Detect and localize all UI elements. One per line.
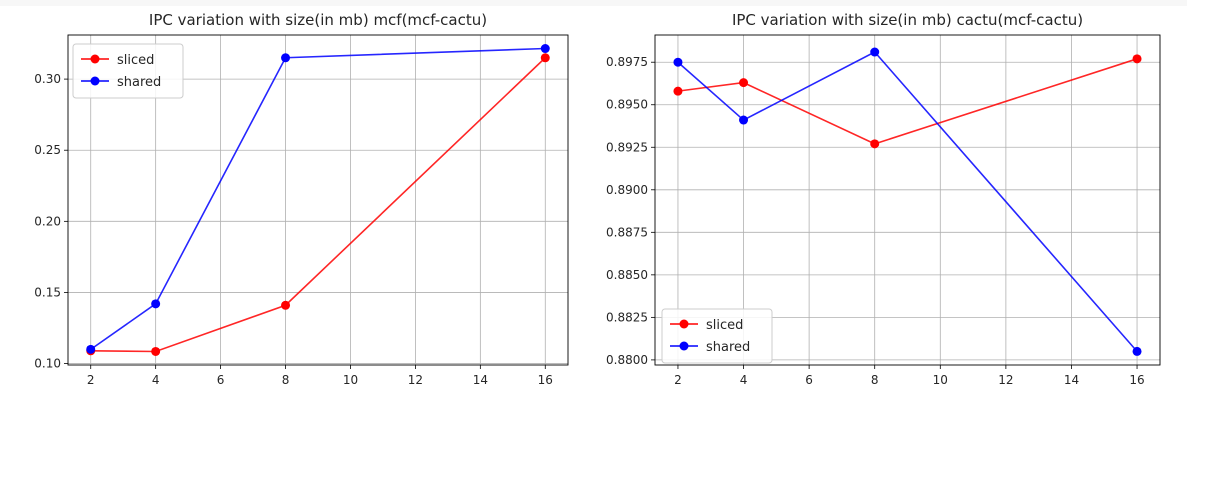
y-tick-label: 0.8850 — [606, 268, 648, 282]
data-point-sliced — [870, 139, 880, 149]
chart-cactu-ipc: 2 4 6 8 10 12 14 16 0.8800 0.8825 0.8850 0.8875 0.89… — [606, 11, 1161, 387]
data-point-shared — [540, 44, 550, 54]
x-tick-label: 14 — [473, 373, 488, 387]
x-tick-label: 2 — [87, 373, 95, 387]
x-tick-label: 10 — [933, 373, 948, 387]
y-tick-label: 0.15 — [34, 285, 61, 299]
x-tick-label: 4 — [152, 373, 160, 387]
x-tick-label: 6 — [805, 373, 813, 387]
x-tick-label: 8 — [282, 373, 290, 387]
data-point-sliced — [540, 53, 550, 63]
y-tick-label: 0.8950 — [606, 98, 648, 112]
axes-frame — [654, 34, 1161, 366]
series-line-shared — [90, 47, 546, 351]
axes-frame — [67, 34, 569, 366]
data-point-shared — [281, 53, 291, 63]
y-tick-label: 0.8800 — [606, 353, 648, 367]
x-tick-label: 12 — [408, 373, 423, 387]
data-point-shared — [86, 344, 96, 354]
data-point-sliced — [739, 78, 749, 88]
y-tick-label: 0.30 — [34, 72, 61, 86]
data-point-shared — [870, 47, 880, 57]
data-point-shared — [1132, 346, 1142, 356]
legend-label-shared: shared — [117, 75, 161, 90]
series-line-shared — [677, 51, 1138, 352]
x-tick-label: 12 — [998, 373, 1013, 387]
x-tick-label: 16 — [1129, 373, 1144, 387]
x-tick-label: 8 — [871, 373, 879, 387]
y-tick-label: 0.20 — [34, 214, 61, 228]
y-tick-label: 0.8825 — [606, 310, 648, 324]
x-tick-label: 6 — [217, 373, 225, 387]
legend-box — [661, 308, 773, 364]
chart-title: IPC variation with size(in mb) cactu(mcf… — [732, 11, 1083, 29]
legend-marker-sliced — [90, 54, 100, 64]
chart-title: IPC variation with size(in mb) mcf(mcf-c… — [149, 11, 487, 29]
y-tick-label: 0.10 — [34, 357, 61, 371]
data-point-shared — [673, 57, 683, 67]
y-tick-label: 0.8975 — [606, 55, 648, 69]
legend-label-sliced: sliced — [706, 318, 743, 333]
chart-mcf-ipc: 2 4 6 8 10 12 14 16 0.10 0.15 0.20 0.25 0.30 IPC vari… — [34, 11, 569, 387]
legend-box — [72, 43, 184, 99]
data-point-shared — [739, 115, 749, 125]
x-tick-label: 14 — [1064, 373, 1079, 387]
x-tick-label: 2 — [674, 373, 682, 387]
series-line-sliced — [677, 58, 1138, 145]
x-tick-label: 16 — [538, 373, 553, 387]
legend-marker-shared — [90, 76, 100, 86]
y-tick-label: 0.25 — [34, 143, 61, 157]
legend-label-shared: shared — [706, 340, 750, 355]
notebook-cell-top-strip — [0, 0, 1187, 6]
y-tick-label: 0.8875 — [606, 225, 648, 239]
data-point-sliced — [1132, 54, 1142, 64]
data-point-sliced — [281, 300, 291, 310]
y-tick-label: 0.8900 — [606, 183, 648, 197]
legend-label-sliced: sliced — [117, 53, 154, 68]
x-tick-label: 10 — [343, 373, 358, 387]
data-point-shared — [151, 299, 161, 309]
data-point-sliced — [151, 346, 161, 356]
x-tick-label: 4 — [740, 373, 748, 387]
series-line-sliced — [90, 57, 546, 353]
y-tick-label: 0.8925 — [606, 140, 648, 154]
legend-marker-shared — [679, 341, 689, 351]
legend-marker-sliced — [679, 319, 689, 329]
data-point-sliced — [673, 86, 683, 96]
